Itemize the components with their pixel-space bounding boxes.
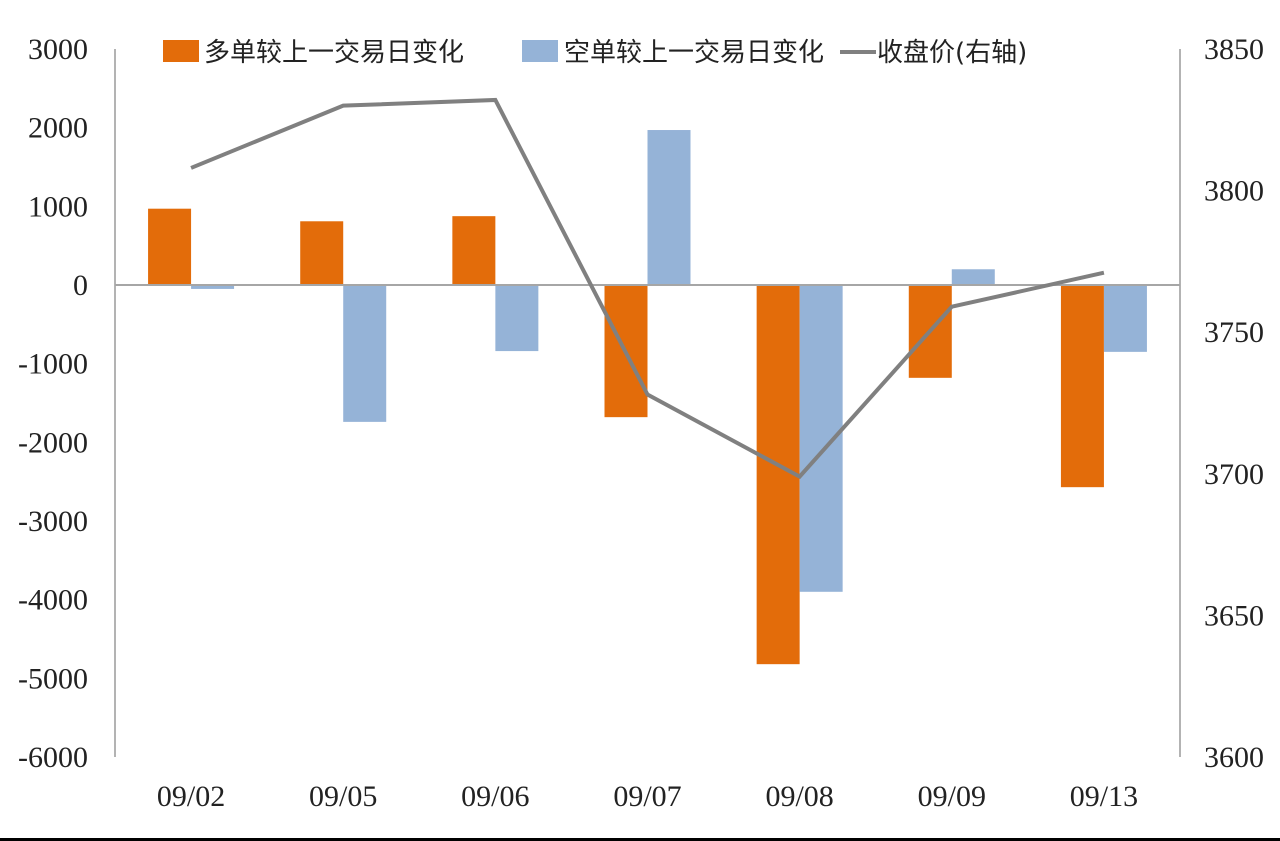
x-axis-labels: 09/02 09/05 09/06 09/07 09/08 09/09 09/13 (157, 780, 1138, 813)
x-tick-label: 09/06 (461, 780, 529, 813)
legend-item-long: 多单较上一交易日变化 (163, 38, 464, 68)
short-change-bar-09-05 (343, 285, 387, 422)
close-price-line (190, 97, 1105, 480)
x-tick-label: 09/08 (765, 780, 833, 813)
left-tick-label: -1000 (18, 348, 88, 381)
left-tick-label: -3000 (18, 505, 88, 538)
right-tick-label: 3850 (1204, 33, 1264, 66)
bottom-rule (0, 838, 1280, 841)
left-y-axis-ticks: 3000 2000 1000 0 -1000 -2000 -3000 -4000 -5000 -6… (18, 33, 88, 774)
left-tick-label: 2000 (28, 112, 88, 145)
right-tick-label: 3650 (1204, 599, 1264, 632)
left-tick-label: 0 (73, 269, 88, 302)
short-change-bar-09-07 (647, 130, 691, 285)
legend-label-short: 空单较上一交易日变化 (564, 38, 824, 68)
legend-label-long: 多单较上一交易日变化 (204, 38, 464, 68)
right-tick-label: 3750 (1204, 316, 1264, 349)
x-tick-label: 09/02 (157, 780, 225, 813)
short-change-bar-09-09 (951, 269, 995, 285)
long-change-bar-09-13 (1060, 285, 1104, 488)
legend-swatch-long (163, 40, 199, 62)
left-tick-label: -2000 (18, 426, 88, 459)
long-change-bar-09-05 (300, 221, 344, 285)
left-tick-label: -4000 (18, 584, 88, 617)
long-change-bar-09-06 (452, 216, 496, 285)
x-tick-label: 09/07 (613, 780, 681, 813)
legend-swatch-short (522, 40, 558, 62)
x-tick-label: 09/05 (309, 780, 377, 813)
legend: 多单较上一交易日变化 空单较上一交易日变化 收盘价(右轴) (163, 38, 1027, 68)
x-tick-label: 09/13 (1070, 780, 1138, 813)
right-tick-label: 3800 (1204, 175, 1264, 208)
left-tick-label: -6000 (18, 741, 88, 774)
long-change-bar-09-02 (148, 208, 192, 285)
left-tick-label: 3000 (28, 33, 88, 66)
legend-label-price: 收盘价(右轴) (877, 38, 1027, 68)
bar-series (148, 130, 1147, 665)
right-y-axis-ticks: 3850 3800 3750 3700 3650 3600 (1204, 33, 1264, 774)
x-tick-label: 09/09 (918, 780, 986, 813)
left-tick-label: 1000 (28, 190, 88, 223)
short-change-bar-09-06 (495, 285, 539, 352)
legend-item-price: 收盘价(右轴) (840, 38, 1027, 68)
left-tick-label: -5000 (18, 662, 88, 695)
right-tick-label: 3600 (1204, 741, 1264, 774)
short-change-bar-09-13 (1103, 285, 1147, 352)
short-change-bar-09-02 (191, 285, 235, 289)
legend-item-short: 空单较上一交易日变化 (522, 38, 824, 68)
right-tick-label: 3700 (1204, 458, 1264, 491)
